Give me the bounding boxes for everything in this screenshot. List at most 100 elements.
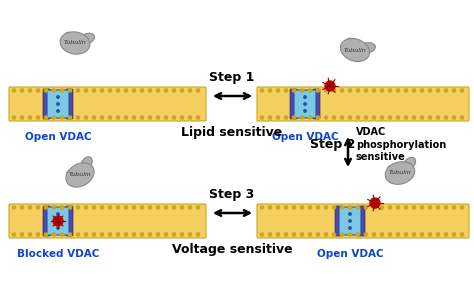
Circle shape bbox=[57, 220, 59, 222]
Text: Tubulin: Tubulin bbox=[344, 48, 366, 52]
Circle shape bbox=[404, 116, 408, 119]
Circle shape bbox=[452, 89, 456, 92]
Circle shape bbox=[348, 206, 352, 209]
Circle shape bbox=[28, 233, 32, 236]
Circle shape bbox=[292, 233, 296, 236]
Circle shape bbox=[317, 206, 319, 209]
Circle shape bbox=[53, 233, 55, 236]
Circle shape bbox=[156, 233, 160, 236]
Text: Step 3: Step 3 bbox=[210, 188, 255, 201]
Ellipse shape bbox=[359, 43, 375, 53]
Circle shape bbox=[356, 206, 360, 209]
Ellipse shape bbox=[66, 163, 94, 187]
Circle shape bbox=[381, 233, 383, 236]
Circle shape bbox=[36, 206, 39, 209]
Circle shape bbox=[284, 89, 288, 92]
Circle shape bbox=[332, 233, 336, 236]
Circle shape bbox=[36, 89, 39, 92]
Circle shape bbox=[196, 206, 200, 209]
Circle shape bbox=[60, 206, 64, 209]
Circle shape bbox=[181, 206, 183, 209]
Text: VDAC
phosphorylation
sensitive: VDAC phosphorylation sensitive bbox=[356, 127, 446, 162]
Circle shape bbox=[301, 206, 303, 209]
Circle shape bbox=[324, 89, 328, 92]
Circle shape bbox=[156, 206, 160, 209]
Circle shape bbox=[76, 233, 80, 236]
Circle shape bbox=[460, 116, 464, 119]
Circle shape bbox=[317, 89, 319, 92]
Circle shape bbox=[109, 89, 111, 92]
Circle shape bbox=[117, 116, 119, 119]
Circle shape bbox=[189, 206, 191, 209]
FancyBboxPatch shape bbox=[47, 90, 69, 118]
FancyBboxPatch shape bbox=[335, 206, 342, 236]
Circle shape bbox=[68, 233, 72, 236]
Circle shape bbox=[132, 233, 136, 236]
Circle shape bbox=[36, 116, 39, 119]
Circle shape bbox=[381, 89, 383, 92]
Circle shape bbox=[428, 89, 431, 92]
Circle shape bbox=[332, 116, 336, 119]
Circle shape bbox=[260, 233, 264, 236]
Text: Step 1: Step 1 bbox=[210, 71, 255, 84]
Circle shape bbox=[365, 89, 367, 92]
Text: Voltage sensitive: Voltage sensitive bbox=[172, 243, 292, 256]
Circle shape bbox=[404, 89, 408, 92]
FancyBboxPatch shape bbox=[313, 89, 320, 119]
Circle shape bbox=[140, 116, 144, 119]
Circle shape bbox=[53, 206, 55, 209]
Circle shape bbox=[132, 206, 136, 209]
Circle shape bbox=[445, 89, 447, 92]
Circle shape bbox=[260, 116, 264, 119]
FancyBboxPatch shape bbox=[358, 206, 365, 236]
Circle shape bbox=[12, 206, 16, 209]
Circle shape bbox=[84, 206, 88, 209]
Circle shape bbox=[340, 233, 344, 236]
Circle shape bbox=[28, 206, 32, 209]
Circle shape bbox=[301, 233, 303, 236]
Circle shape bbox=[60, 116, 64, 119]
Circle shape bbox=[181, 89, 183, 92]
Circle shape bbox=[100, 233, 104, 236]
Circle shape bbox=[20, 116, 24, 119]
FancyBboxPatch shape bbox=[47, 207, 69, 235]
Text: Tubulin: Tubulin bbox=[69, 173, 91, 178]
Ellipse shape bbox=[81, 157, 92, 171]
Circle shape bbox=[284, 233, 288, 236]
Circle shape bbox=[173, 89, 175, 92]
Circle shape bbox=[452, 206, 456, 209]
Circle shape bbox=[12, 233, 16, 236]
Circle shape bbox=[304, 110, 306, 112]
Circle shape bbox=[140, 206, 144, 209]
FancyBboxPatch shape bbox=[66, 206, 73, 236]
Ellipse shape bbox=[65, 32, 75, 43]
FancyBboxPatch shape bbox=[290, 89, 297, 119]
Circle shape bbox=[109, 116, 111, 119]
Circle shape bbox=[28, 116, 32, 119]
Circle shape bbox=[60, 89, 64, 92]
Circle shape bbox=[332, 89, 336, 92]
Circle shape bbox=[124, 116, 128, 119]
Circle shape bbox=[53, 116, 55, 119]
Circle shape bbox=[356, 233, 360, 236]
Circle shape bbox=[68, 116, 72, 119]
Circle shape bbox=[276, 233, 280, 236]
Circle shape bbox=[109, 206, 111, 209]
Text: Open VDAC: Open VDAC bbox=[25, 132, 91, 142]
Circle shape bbox=[36, 233, 39, 236]
Circle shape bbox=[437, 89, 439, 92]
Circle shape bbox=[324, 116, 328, 119]
Circle shape bbox=[276, 116, 280, 119]
Circle shape bbox=[20, 89, 24, 92]
Circle shape bbox=[304, 103, 306, 105]
Ellipse shape bbox=[67, 170, 79, 178]
Circle shape bbox=[284, 206, 288, 209]
Circle shape bbox=[437, 233, 439, 236]
Circle shape bbox=[76, 116, 80, 119]
Circle shape bbox=[381, 116, 383, 119]
Circle shape bbox=[437, 206, 439, 209]
Circle shape bbox=[260, 89, 264, 92]
Circle shape bbox=[324, 233, 328, 236]
FancyBboxPatch shape bbox=[9, 87, 206, 121]
Circle shape bbox=[164, 233, 168, 236]
